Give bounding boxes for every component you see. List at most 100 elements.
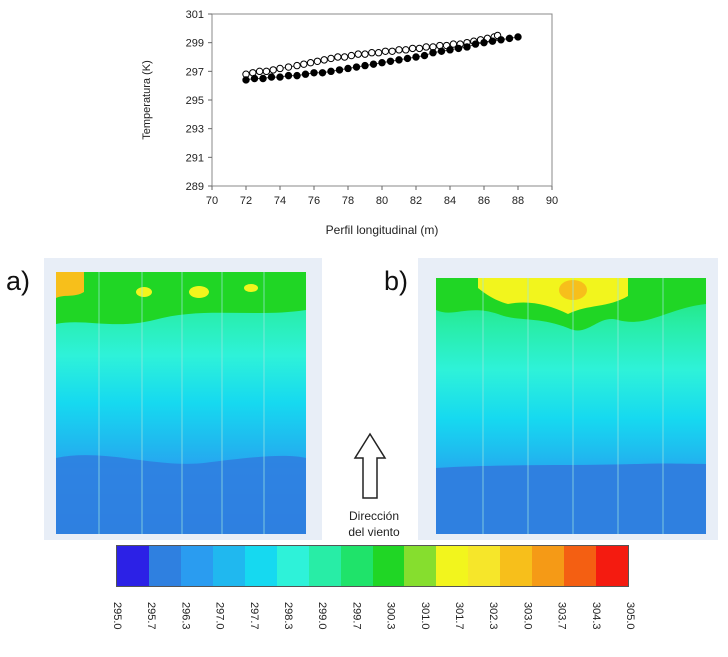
- x-tick-label: 78: [342, 195, 354, 207]
- filled-data-point: [386, 57, 395, 65]
- open-data-point: [368, 49, 376, 57]
- open-data-point: [415, 44, 424, 53]
- filled-data-point: [276, 73, 284, 81]
- filled-data-point: [437, 47, 446, 55]
- open-data-point: [293, 61, 301, 70]
- open-data-point: [354, 50, 362, 58]
- y-tick-label: 293: [186, 124, 204, 136]
- color-scale-cell: [468, 546, 501, 586]
- color-scale-cell: [148, 546, 181, 586]
- filled-data-point: [344, 64, 352, 73]
- open-data-point: [422, 43, 430, 51]
- panel-a-label: a): [6, 266, 31, 296]
- x-tick-label: 82: [410, 195, 422, 207]
- x-axis-label: Perfil longitudinal (m): [326, 223, 439, 237]
- open-data-point: [374, 49, 383, 57]
- y-axis-label: Temperatura (K): [141, 60, 153, 139]
- x-tick-label: 84: [444, 195, 456, 207]
- color-scale-tick-label: 299.7: [350, 602, 363, 630]
- color-scale-tick-label: 301.0: [418, 602, 431, 630]
- color-scale-tick-label: 299.0: [316, 602, 329, 630]
- x-tick-label: 90: [546, 195, 558, 207]
- y-tick-label: 301: [186, 9, 204, 21]
- heatmap-b-graphic: [436, 278, 706, 534]
- heatmap-panel-a: [44, 258, 322, 540]
- wind-label-line-1: Dirección: [348, 509, 399, 523]
- open-data-point: [395, 46, 403, 54]
- color-scale-tick-label: 297.0: [213, 602, 226, 630]
- color-scale-cell: [564, 546, 597, 586]
- filled-data-point: [420, 51, 429, 60]
- filled-data-point: [454, 44, 463, 53]
- filled-data-point: [250, 74, 259, 83]
- color-scale-cell: [308, 546, 341, 586]
- x-tick-label: 80: [376, 195, 388, 207]
- filled-data-point: [505, 34, 514, 43]
- x-tick-label: 76: [308, 195, 320, 207]
- color-scale-tick-label: 304.3: [589, 602, 602, 630]
- color-scale-tick-label: 305.0: [624, 602, 636, 630]
- y-tick-label: 299: [186, 38, 204, 50]
- open-data-point: [408, 44, 417, 53]
- filled-data-point: [259, 74, 267, 83]
- open-data-point: [276, 64, 284, 73]
- filled-data-point: [395, 56, 403, 64]
- open-data-point: [388, 47, 396, 55]
- filled-data-point: [267, 73, 276, 81]
- filled-data-point: [301, 70, 310, 78]
- wind-direction-label: Dirección del viento: [334, 508, 414, 540]
- x-tick-label: 88: [512, 195, 524, 207]
- filled-data-point: [361, 61, 369, 70]
- temperature-scatter-chart: 70 72 74 76 78 80 82 84 86 88 90 289 291 293 295 297 299…: [141, 9, 558, 237]
- filled-data-point: [480, 38, 488, 47]
- open-data-point: [306, 59, 315, 67]
- color-scale-cell: [117, 546, 149, 586]
- open-data-point: [255, 67, 264, 76]
- color-scale-tick-label: 303.0: [521, 602, 534, 630]
- y-tick-label: 297: [186, 66, 204, 78]
- filled-data-point: [335, 66, 344, 74]
- filled-data-point: [293, 71, 301, 80]
- x-tick-label: 72: [240, 195, 252, 207]
- open-data-point: [320, 56, 328, 64]
- filled-data-point: [463, 43, 471, 51]
- filled-data-point: [412, 53, 420, 61]
- chart-axes: 70 72 74 76 78 80 82 84 86 88 90 289 291 293 295 297 299…: [186, 9, 558, 207]
- filled-data-point: [497, 36, 505, 44]
- x-tick-label: 86: [478, 195, 490, 207]
- filled-data-point: [242, 76, 250, 84]
- color-scale-cell: [596, 546, 628, 586]
- color-scale-tick-label: 303.7: [555, 602, 568, 630]
- open-data-point: [361, 50, 369, 58]
- y-tick-label: 291: [186, 152, 204, 164]
- open-data-point: [300, 60, 308, 68]
- filled-data-point: [514, 33, 522, 41]
- color-scale-cell: [212, 546, 245, 586]
- filled-data-point: [310, 69, 318, 77]
- open-data-point: [262, 67, 271, 76]
- filled-data-point: [429, 49, 437, 57]
- open-data-point: [381, 47, 390, 55]
- x-tick-label: 70: [206, 195, 218, 207]
- color-scale-cell: [404, 546, 437, 586]
- color-scale-tick-label: 297.7: [247, 602, 260, 630]
- filled-data-point: [284, 71, 293, 80]
- chart-series: [242, 31, 522, 84]
- open-data-point: [313, 57, 322, 65]
- filled-data-point: [403, 54, 412, 63]
- filled-data-point: [488, 37, 497, 45]
- panel-b-label: b): [384, 266, 409, 296]
- filled-data-point: [378, 59, 386, 67]
- color-scale-tick-label: 295.7: [145, 602, 158, 630]
- open-data-point: [327, 54, 335, 63]
- filled-data-point: [318, 69, 327, 77]
- filled-data-point: [327, 67, 335, 76]
- filled-data-point: [471, 40, 480, 48]
- open-data-point: [347, 51, 356, 60]
- filled-data-point: [369, 60, 378, 68]
- open-data-point: [340, 53, 349, 61]
- color-scale-cell: [180, 546, 213, 586]
- color-scale-cell: [244, 546, 277, 586]
- y-tick-label: 295: [186, 95, 204, 107]
- color-scale-bar: [116, 545, 629, 587]
